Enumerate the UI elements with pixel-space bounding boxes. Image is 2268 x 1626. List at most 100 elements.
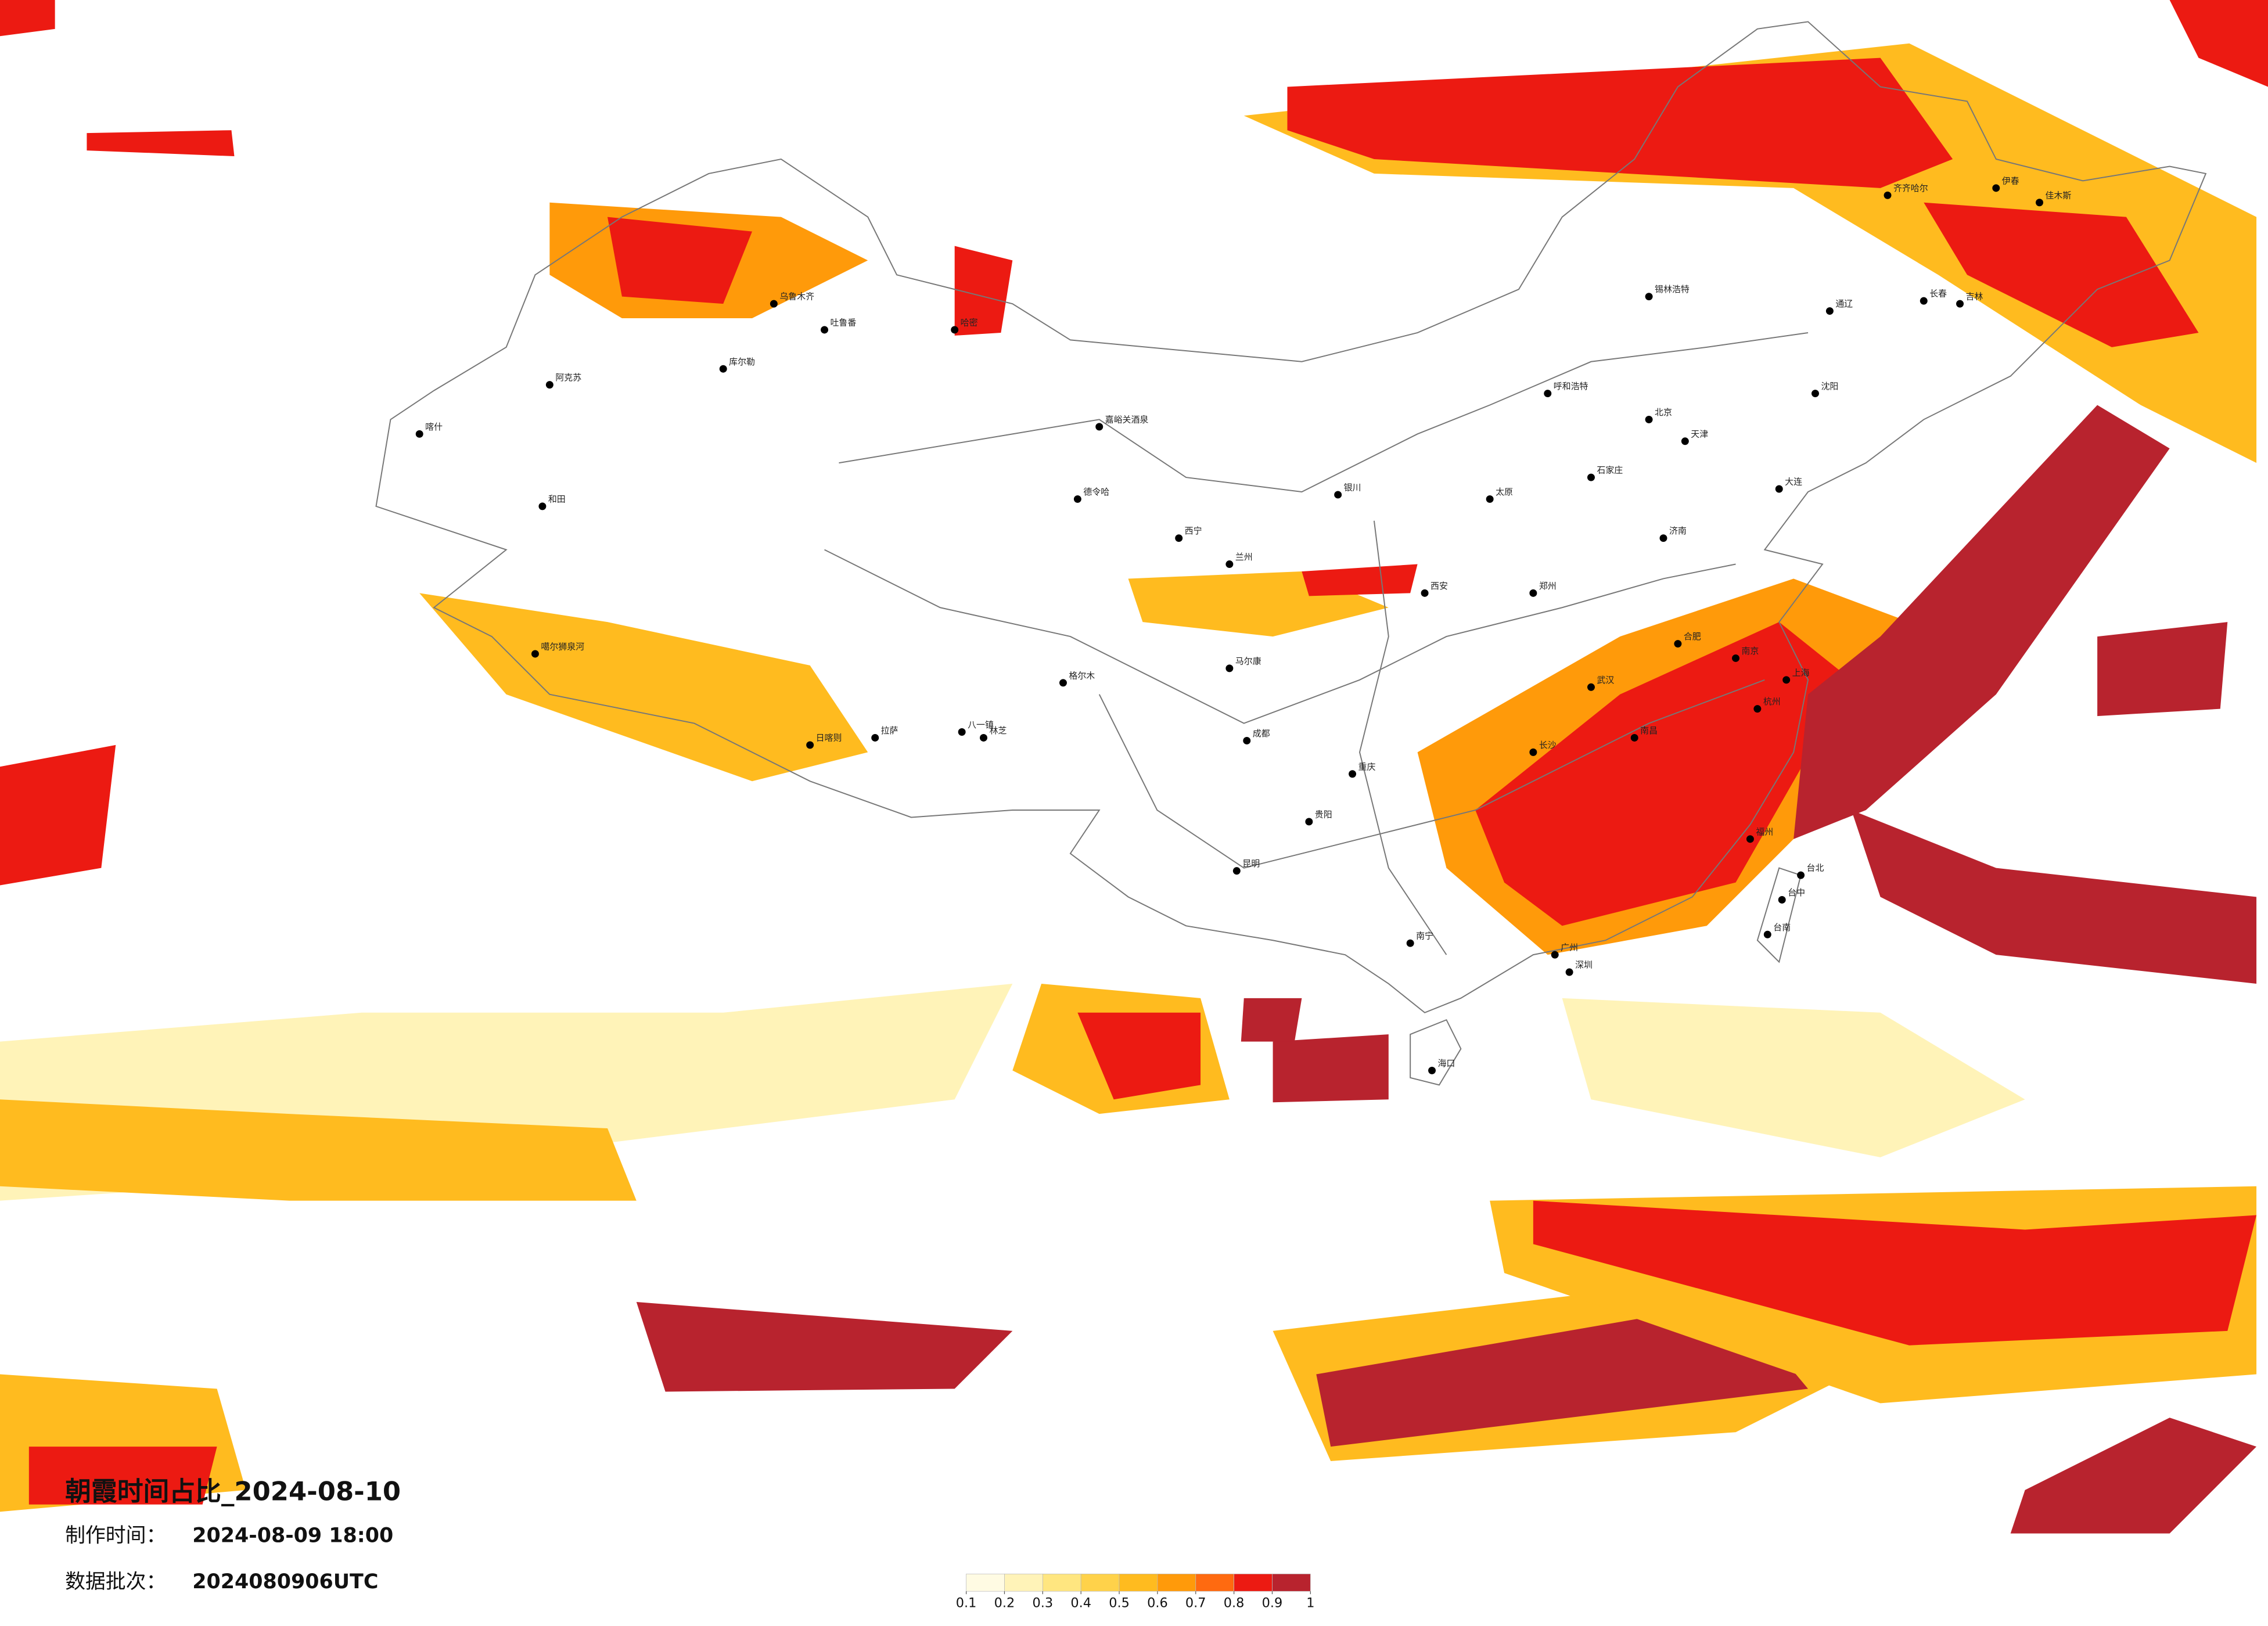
red-patch bbox=[0, 0, 55, 37]
city-dot bbox=[1587, 473, 1595, 481]
legend-tick-label: 0.1 bbox=[956, 1596, 977, 1611]
city-dot bbox=[1775, 485, 1783, 493]
batch-value: 2024080906UTC bbox=[192, 1570, 378, 1593]
city-dot bbox=[1175, 534, 1183, 542]
city-dot bbox=[821, 326, 829, 334]
dark-patch bbox=[1273, 1034, 1389, 1103]
red-patch bbox=[1077, 1012, 1201, 1100]
dark-band bbox=[1316, 1301, 1809, 1447]
city-dot bbox=[545, 381, 553, 389]
city-label: 乌鲁木齐 bbox=[779, 292, 814, 302]
city-label: 林芝 bbox=[989, 725, 1007, 736]
city-dot bbox=[1551, 951, 1559, 959]
city-label: 郑州 bbox=[1539, 581, 1557, 591]
city-dot bbox=[1529, 748, 1537, 756]
orange-band bbox=[0, 1099, 637, 1201]
province-border bbox=[1098, 679, 1765, 869]
city-dot bbox=[770, 300, 778, 308]
red-band bbox=[1533, 1200, 2257, 1346]
city-label: 北京 bbox=[1655, 407, 1672, 418]
batch-label: 数据批次： bbox=[65, 1570, 166, 1593]
city-label: 齐齐哈尔 bbox=[1893, 183, 1928, 193]
legend-tick-label: 0.2 bbox=[994, 1596, 1015, 1611]
city-dot bbox=[1529, 589, 1537, 597]
legend-tick-label: 1 bbox=[1306, 1596, 1314, 1611]
legend-tick-label: 0.7 bbox=[1185, 1596, 1206, 1611]
city-dot bbox=[1645, 293, 1653, 301]
city-label: 沈阳 bbox=[1821, 381, 1838, 391]
city-dot bbox=[1732, 654, 1739, 662]
city-label: 南京 bbox=[1741, 646, 1759, 656]
legend-swatch bbox=[1080, 1573, 1120, 1592]
city-dot bbox=[806, 741, 814, 749]
city-label: 通辽 bbox=[1835, 298, 1853, 309]
dark-patch bbox=[2097, 622, 2228, 717]
city-dot bbox=[1753, 705, 1762, 713]
city-dot bbox=[1746, 835, 1754, 843]
legend-tick-label: 0.4 bbox=[1070, 1596, 1091, 1611]
city-label: 锡林浩特 bbox=[1655, 284, 1690, 294]
city-label: 马尔康 bbox=[1235, 656, 1261, 666]
city-dot bbox=[1956, 300, 1964, 308]
city-label: 银川 bbox=[1344, 482, 1361, 492]
city-dot bbox=[1232, 867, 1241, 875]
city-dot bbox=[1884, 191, 1892, 199]
city-label: 海口 bbox=[1437, 1058, 1455, 1069]
city-dot bbox=[1073, 495, 1081, 503]
city-dot bbox=[1225, 560, 1234, 569]
city-label: 石家庄 bbox=[1597, 465, 1623, 476]
city-label: 吐鲁番 bbox=[831, 317, 857, 328]
city-dot bbox=[1797, 871, 1805, 879]
dark-band bbox=[636, 1301, 1013, 1392]
city-label: 拉萨 bbox=[881, 725, 898, 736]
city-dot bbox=[1059, 679, 1067, 687]
city-label: 杭州 bbox=[1763, 696, 1781, 707]
city-dot bbox=[1778, 895, 1786, 904]
legend-tick-label: 0.6 bbox=[1147, 1596, 1168, 1611]
city-label: 佳木斯 bbox=[2045, 190, 2071, 200]
city-dot bbox=[1992, 184, 2000, 192]
city-dot bbox=[415, 430, 423, 438]
city-label: 台北 bbox=[1807, 863, 1824, 873]
city-dot bbox=[1674, 640, 1682, 648]
city-label: 哈密 bbox=[961, 317, 978, 328]
city-label: 吉林 bbox=[1965, 292, 1983, 302]
city-label: 昆明 bbox=[1242, 858, 1260, 869]
city-dot bbox=[531, 650, 539, 658]
boundaries bbox=[375, 21, 2207, 1086]
legend-tick-label: 0.3 bbox=[1033, 1596, 1054, 1611]
legend-swatch bbox=[1234, 1573, 1273, 1592]
city-dot bbox=[1544, 390, 1552, 398]
city-dot bbox=[1811, 390, 1819, 398]
city-label: 长春 bbox=[1929, 289, 1947, 299]
red-blob bbox=[1475, 622, 1852, 926]
city-dot bbox=[1763, 930, 1771, 938]
city-label: 喀什 bbox=[425, 422, 443, 432]
city-label: 兰州 bbox=[1235, 552, 1253, 562]
city-dot bbox=[951, 326, 959, 334]
city-label: 贵阳 bbox=[1315, 809, 1332, 819]
city-dot bbox=[871, 733, 879, 742]
city-dot bbox=[1225, 664, 1234, 672]
city-dot bbox=[1630, 733, 1638, 742]
city-dot bbox=[538, 502, 547, 510]
dark-patch bbox=[2010, 1418, 2257, 1534]
city-dot bbox=[1428, 1066, 1436, 1074]
city-dot bbox=[1486, 495, 1494, 503]
legend-swatch bbox=[1119, 1573, 1158, 1592]
red-patch bbox=[87, 130, 235, 157]
legend-tick-label: 0.5 bbox=[1109, 1596, 1130, 1611]
city-dot bbox=[980, 733, 987, 742]
legend-swatch bbox=[1272, 1573, 1311, 1592]
city-label: 西宁 bbox=[1185, 526, 1202, 536]
made-value: 2024-08-09 18:00 bbox=[192, 1524, 393, 1548]
city-dot bbox=[1334, 491, 1342, 499]
city-dot bbox=[958, 728, 966, 736]
city-label: 格尔木 bbox=[1069, 670, 1095, 681]
red-patch bbox=[28, 1447, 217, 1505]
city-dot bbox=[719, 365, 727, 373]
caption: 朝霞时间占比_2024-08-10 制作时间： 2024-08-09 18:00… bbox=[65, 1476, 401, 1593]
legend-tick-label: 0.9 bbox=[1262, 1596, 1283, 1611]
